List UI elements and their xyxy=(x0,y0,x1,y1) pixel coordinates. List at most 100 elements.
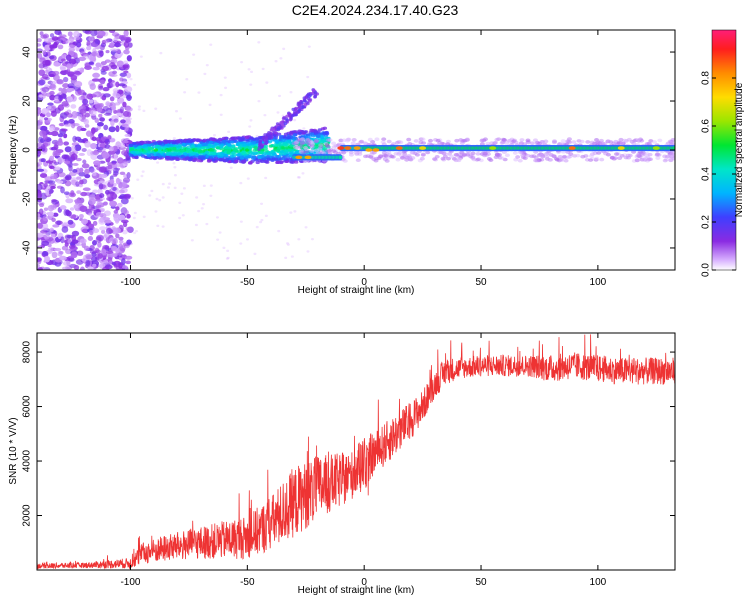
heatmap-cell xyxy=(125,260,131,265)
heatmap-cell xyxy=(113,167,119,174)
heatmap-cell xyxy=(103,39,110,44)
heatmap-cell xyxy=(150,189,154,193)
heatmap-cell xyxy=(280,146,286,150)
heatmap-cell xyxy=(287,148,293,152)
heatmap-cell xyxy=(79,167,84,173)
heatmap-cell xyxy=(119,142,126,148)
heatmap-cell xyxy=(259,220,263,224)
heatmap-cell xyxy=(363,154,369,159)
heatmap-cell xyxy=(285,114,289,118)
snr-series-line xyxy=(37,334,675,570)
heatmap-cell xyxy=(53,151,58,156)
heatmap-cell xyxy=(257,147,261,151)
heatmap-cell xyxy=(49,83,56,89)
heatmap-cell xyxy=(155,197,159,201)
heatmap-cell xyxy=(161,225,165,228)
heatmap-cell xyxy=(265,141,269,145)
heatmap-cell xyxy=(383,153,389,158)
heatmap-cell xyxy=(78,56,87,62)
heatmap-cell xyxy=(513,140,519,145)
heatmap-cell xyxy=(40,148,46,152)
heatmap-cell xyxy=(97,180,106,185)
heatmap-cell xyxy=(224,86,228,90)
heatmap-cell xyxy=(285,242,289,245)
heatmap-cell xyxy=(579,139,585,144)
heatmap-cell xyxy=(306,75,310,79)
heatmap-cell xyxy=(40,158,46,163)
heatmap-cell xyxy=(646,157,652,162)
heatmap-cell xyxy=(88,198,96,205)
heatmap-cell xyxy=(286,136,291,140)
heatmap-cell xyxy=(529,154,535,159)
heatmap-cell xyxy=(110,119,115,127)
heatmap-cell xyxy=(252,152,258,156)
heatmap-cell xyxy=(112,92,121,99)
heatmap-cell xyxy=(143,150,148,154)
heatmap-cell xyxy=(37,52,43,59)
heatmap-cell xyxy=(118,34,126,41)
heatmap-cell xyxy=(42,251,49,256)
heatmap-cell xyxy=(255,225,259,229)
heatmap-cell xyxy=(88,212,93,217)
heatmap-cell xyxy=(98,226,107,231)
heatmap-cell xyxy=(331,145,337,149)
heatmap-cell xyxy=(571,140,577,144)
heatmap-cell xyxy=(126,107,133,112)
heatmap-cell xyxy=(90,142,97,150)
heatmap-cell xyxy=(264,149,269,153)
heatmap-cell xyxy=(209,194,213,197)
heatmap-cell xyxy=(247,68,251,71)
heatmap-cell xyxy=(107,164,113,170)
heatmap-cell xyxy=(95,211,104,217)
heatmap-cell xyxy=(216,238,220,241)
heatmap-cell xyxy=(148,194,152,197)
snr-y-axis: 2000 4000 6000 8000 xyxy=(22,341,675,527)
heatmap-cell xyxy=(45,112,52,118)
heatmap-cell xyxy=(150,155,155,159)
heatmap-cell xyxy=(59,112,68,119)
spectrogram-x-axis: -100 -50 0 50 100 xyxy=(120,30,607,288)
heatmap-cell xyxy=(197,209,201,213)
heatmap-cell xyxy=(275,122,280,126)
heatmap-cell xyxy=(501,150,507,155)
heatmap-cell xyxy=(195,196,199,199)
heatmap-cell xyxy=(276,111,280,114)
heatmap-cell xyxy=(309,149,315,153)
heatmap-cell xyxy=(534,158,540,163)
heatmap-cell xyxy=(52,159,57,164)
heatmap-cell xyxy=(38,208,44,215)
heatmap-cell xyxy=(176,139,181,143)
heatmap-cell xyxy=(252,148,257,153)
heatmap-cell xyxy=(257,135,263,140)
heatmap-cell xyxy=(166,186,170,189)
heatmap-cell xyxy=(79,205,88,212)
heatmap-cell xyxy=(669,154,675,159)
heatmap-cell xyxy=(194,223,198,227)
heatmap-cell xyxy=(120,119,126,124)
heatmap-cell xyxy=(286,243,290,246)
x-tick-label: -50 xyxy=(240,277,255,288)
heatmap-cell xyxy=(91,51,97,57)
heatmap-cell xyxy=(107,150,116,155)
heatmap-cell xyxy=(517,158,523,163)
heatmap-cell xyxy=(440,156,446,161)
heatmap-cell xyxy=(125,38,131,44)
heatmap-cell xyxy=(109,179,114,185)
heatmap-cell xyxy=(115,233,120,239)
heatmap-cell xyxy=(37,250,43,254)
heatmap-cell xyxy=(353,146,361,150)
heatmap-cell xyxy=(111,105,116,111)
heatmap-cell xyxy=(149,153,154,157)
heatmap-cell xyxy=(277,229,281,233)
heatmap-cell xyxy=(167,148,172,152)
heatmap-cell xyxy=(100,229,106,234)
heatmap-cell xyxy=(49,165,55,170)
heatmap-cell xyxy=(98,113,103,118)
heatmap-cell xyxy=(652,146,660,150)
heatmap-cell xyxy=(226,249,230,253)
heatmap-cell xyxy=(139,55,143,58)
heatmap-cell xyxy=(266,133,271,137)
heatmap-cell xyxy=(40,34,48,39)
heatmap-cell xyxy=(77,89,86,96)
y-tick-label: 20 xyxy=(22,95,33,107)
